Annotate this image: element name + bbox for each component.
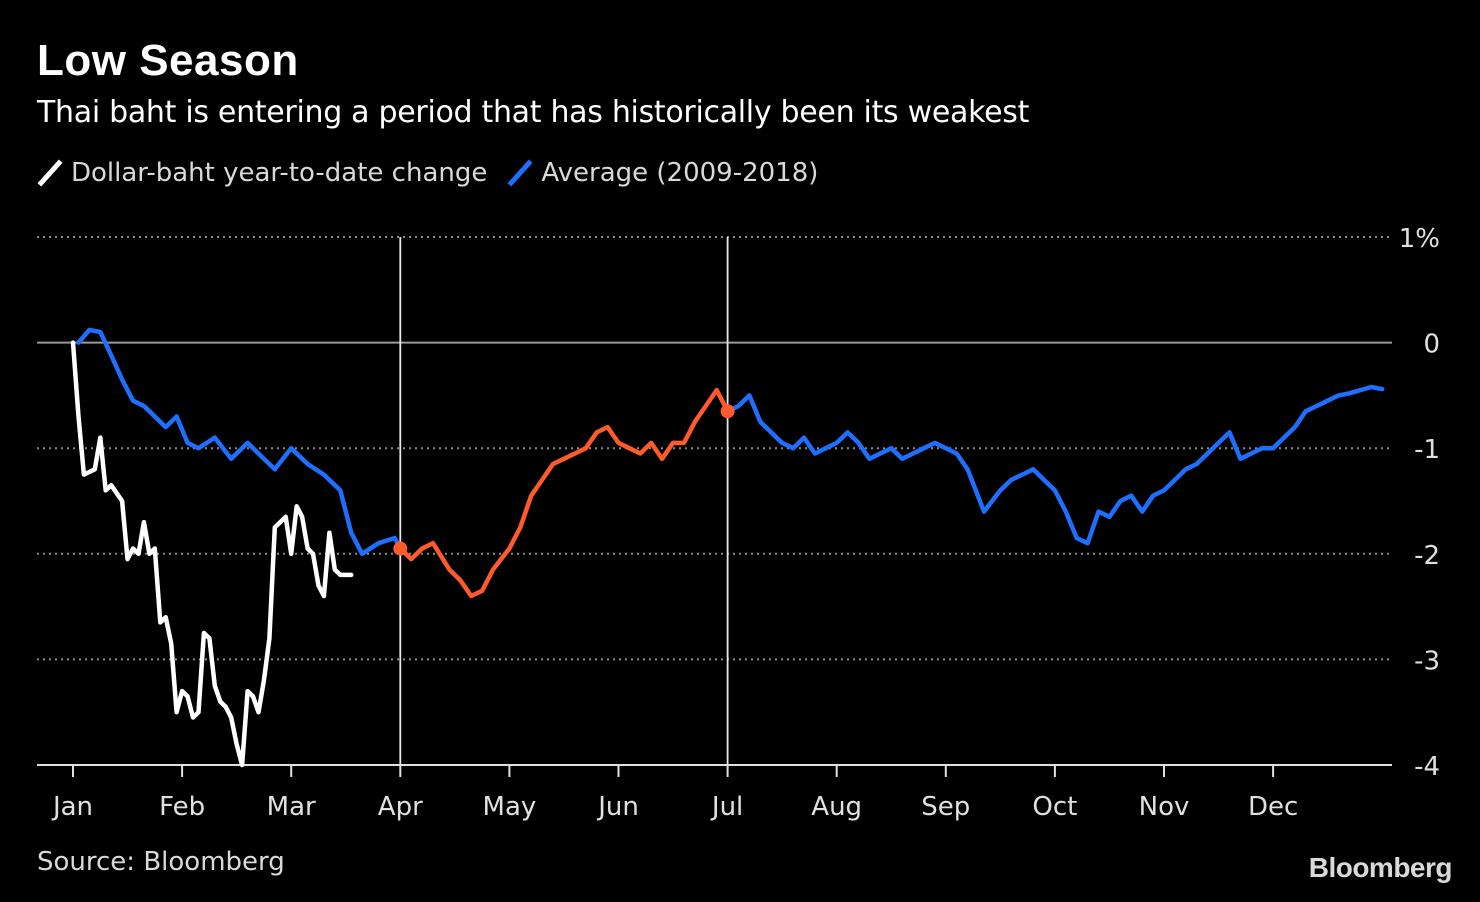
average-line-segment <box>398 387 730 599</box>
y-tick-label: 1% <box>1399 224 1440 254</box>
x-tick-label: Jul <box>710 792 743 822</box>
x-tick-label: Apr <box>378 792 423 822</box>
y-tick-label: -4 <box>1414 752 1440 782</box>
average-line-segment <box>76 327 403 557</box>
legend-swatch-blue-icon <box>507 159 533 187</box>
chart-title: Low Season <box>37 36 299 85</box>
x-tick-label: Sep <box>921 792 970 822</box>
legend-item-average: Average (2009-2018) <box>507 157 818 189</box>
legend-swatch-white-icon <box>37 159 63 187</box>
legend-label-usd-thb: Dollar-baht year-to-date change <box>71 158 488 188</box>
x-tick-label: Aug <box>811 792 862 822</box>
source-note: Source: Bloomberg <box>37 847 285 877</box>
x-tick-label: Nov <box>1139 792 1190 822</box>
usd-thb-line <box>70 340 354 768</box>
x-tick-label: Feb <box>159 792 205 822</box>
y-tick-label: -1 <box>1414 435 1440 465</box>
x-tick-label: Dec <box>1248 792 1298 822</box>
y-tick-label: -3 <box>1414 646 1440 676</box>
average-line-segment <box>725 384 1385 546</box>
x-tick-label: Jun <box>596 792 639 822</box>
y-tick-label: 0 <box>1423 330 1440 360</box>
highlight-point <box>720 404 735 419</box>
chart-subtitle: Thai baht is entering a period that has … <box>37 95 1030 130</box>
x-tick-label: Jan <box>51 792 93 822</box>
highlight-point <box>393 541 408 556</box>
x-tick-label: May <box>483 792 537 822</box>
legend: Dollar-baht year-to-date change Average … <box>37 157 838 189</box>
legend-item-usd-thb: Dollar-baht year-to-date change <box>37 157 487 189</box>
x-tick-label: Mar <box>267 792 316 822</box>
x-tick-label: Oct <box>1032 792 1077 822</box>
bloomberg-logo: Bloomberg <box>1308 852 1453 883</box>
legend-label-average: Average (2009-2018) <box>541 158 819 188</box>
y-tick-label: -2 <box>1414 541 1440 571</box>
